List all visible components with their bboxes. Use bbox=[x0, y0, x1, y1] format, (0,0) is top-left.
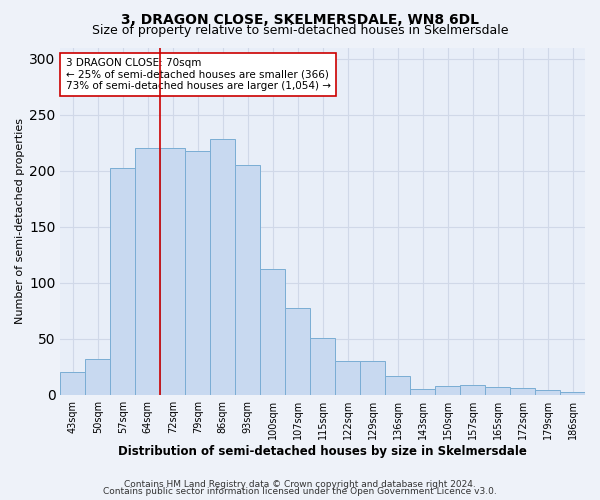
Bar bbox=[460, 384, 485, 394]
Bar bbox=[61, 372, 85, 394]
Bar bbox=[485, 387, 510, 394]
Bar bbox=[560, 392, 585, 394]
Bar bbox=[235, 165, 260, 394]
Text: 3, DRAGON CLOSE, SKELMERSDALE, WN8 6DL: 3, DRAGON CLOSE, SKELMERSDALE, WN8 6DL bbox=[121, 12, 479, 26]
Bar bbox=[435, 386, 460, 394]
Bar bbox=[210, 140, 235, 394]
Text: Contains HM Land Registry data © Crown copyright and database right 2024.: Contains HM Land Registry data © Crown c… bbox=[124, 480, 476, 489]
Text: Contains public sector information licensed under the Open Government Licence v3: Contains public sector information licen… bbox=[103, 487, 497, 496]
Bar bbox=[110, 168, 136, 394]
Bar bbox=[136, 148, 160, 394]
Bar bbox=[85, 359, 110, 394]
Bar bbox=[260, 270, 285, 394]
Y-axis label: Number of semi-detached properties: Number of semi-detached properties bbox=[15, 118, 25, 324]
Bar bbox=[385, 376, 410, 394]
Bar bbox=[335, 361, 360, 394]
Bar bbox=[185, 150, 210, 394]
X-axis label: Distribution of semi-detached houses by size in Skelmersdale: Distribution of semi-detached houses by … bbox=[118, 444, 527, 458]
Text: 3 DRAGON CLOSE: 70sqm
← 25% of semi-detached houses are smaller (366)
73% of sem: 3 DRAGON CLOSE: 70sqm ← 25% of semi-deta… bbox=[65, 58, 331, 91]
Bar bbox=[410, 389, 435, 394]
Bar bbox=[310, 338, 335, 394]
Bar bbox=[360, 361, 385, 394]
Bar bbox=[535, 390, 560, 394]
Bar bbox=[160, 148, 185, 394]
Text: Size of property relative to semi-detached houses in Skelmersdale: Size of property relative to semi-detach… bbox=[92, 24, 508, 37]
Bar bbox=[285, 308, 310, 394]
Bar bbox=[510, 388, 535, 394]
